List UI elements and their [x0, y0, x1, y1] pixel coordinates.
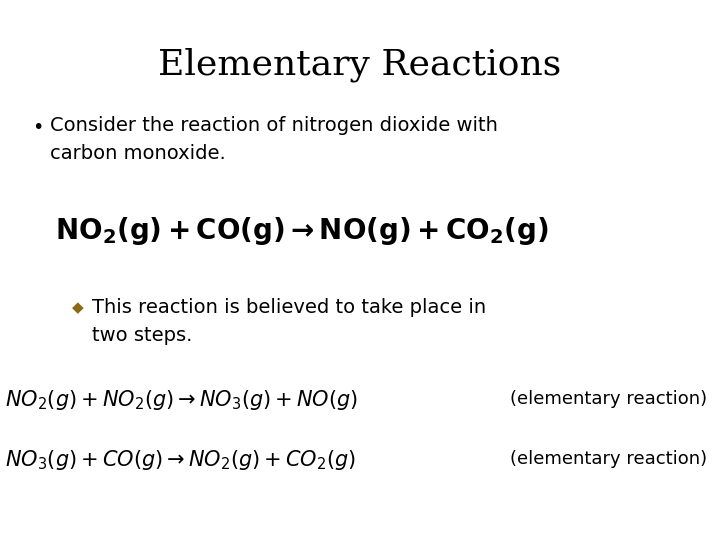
Text: $NO_3(g)+CO(g)\rightarrow NO_2(g)+CO_2(g)$: $NO_3(g)+CO(g)\rightarrow NO_2(g)+CO_2(g… — [5, 448, 356, 472]
Text: (elementary reaction): (elementary reaction) — [510, 450, 707, 468]
Text: Consider the reaction of nitrogen dioxide with
carbon monoxide.: Consider the reaction of nitrogen dioxid… — [50, 116, 498, 163]
Text: (elementary reaction): (elementary reaction) — [510, 390, 707, 408]
Text: •: • — [32, 118, 44, 137]
Text: ◆: ◆ — [72, 300, 84, 315]
Text: This reaction is believed to take place in
two steps.: This reaction is believed to take place … — [92, 298, 486, 345]
Text: $\mathbf{NO_2(g)+CO(g)\rightarrow NO(g)+CO_2(g)}$: $\mathbf{NO_2(g)+CO(g)\rightarrow NO(g)+… — [55, 215, 549, 247]
Text: $NO_2(g)+NO_2(g)\rightarrow NO_3(g)+NO(g)$: $NO_2(g)+NO_2(g)\rightarrow NO_3(g)+NO(g… — [5, 388, 358, 412]
Text: Elementary Reactions: Elementary Reactions — [158, 48, 562, 83]
